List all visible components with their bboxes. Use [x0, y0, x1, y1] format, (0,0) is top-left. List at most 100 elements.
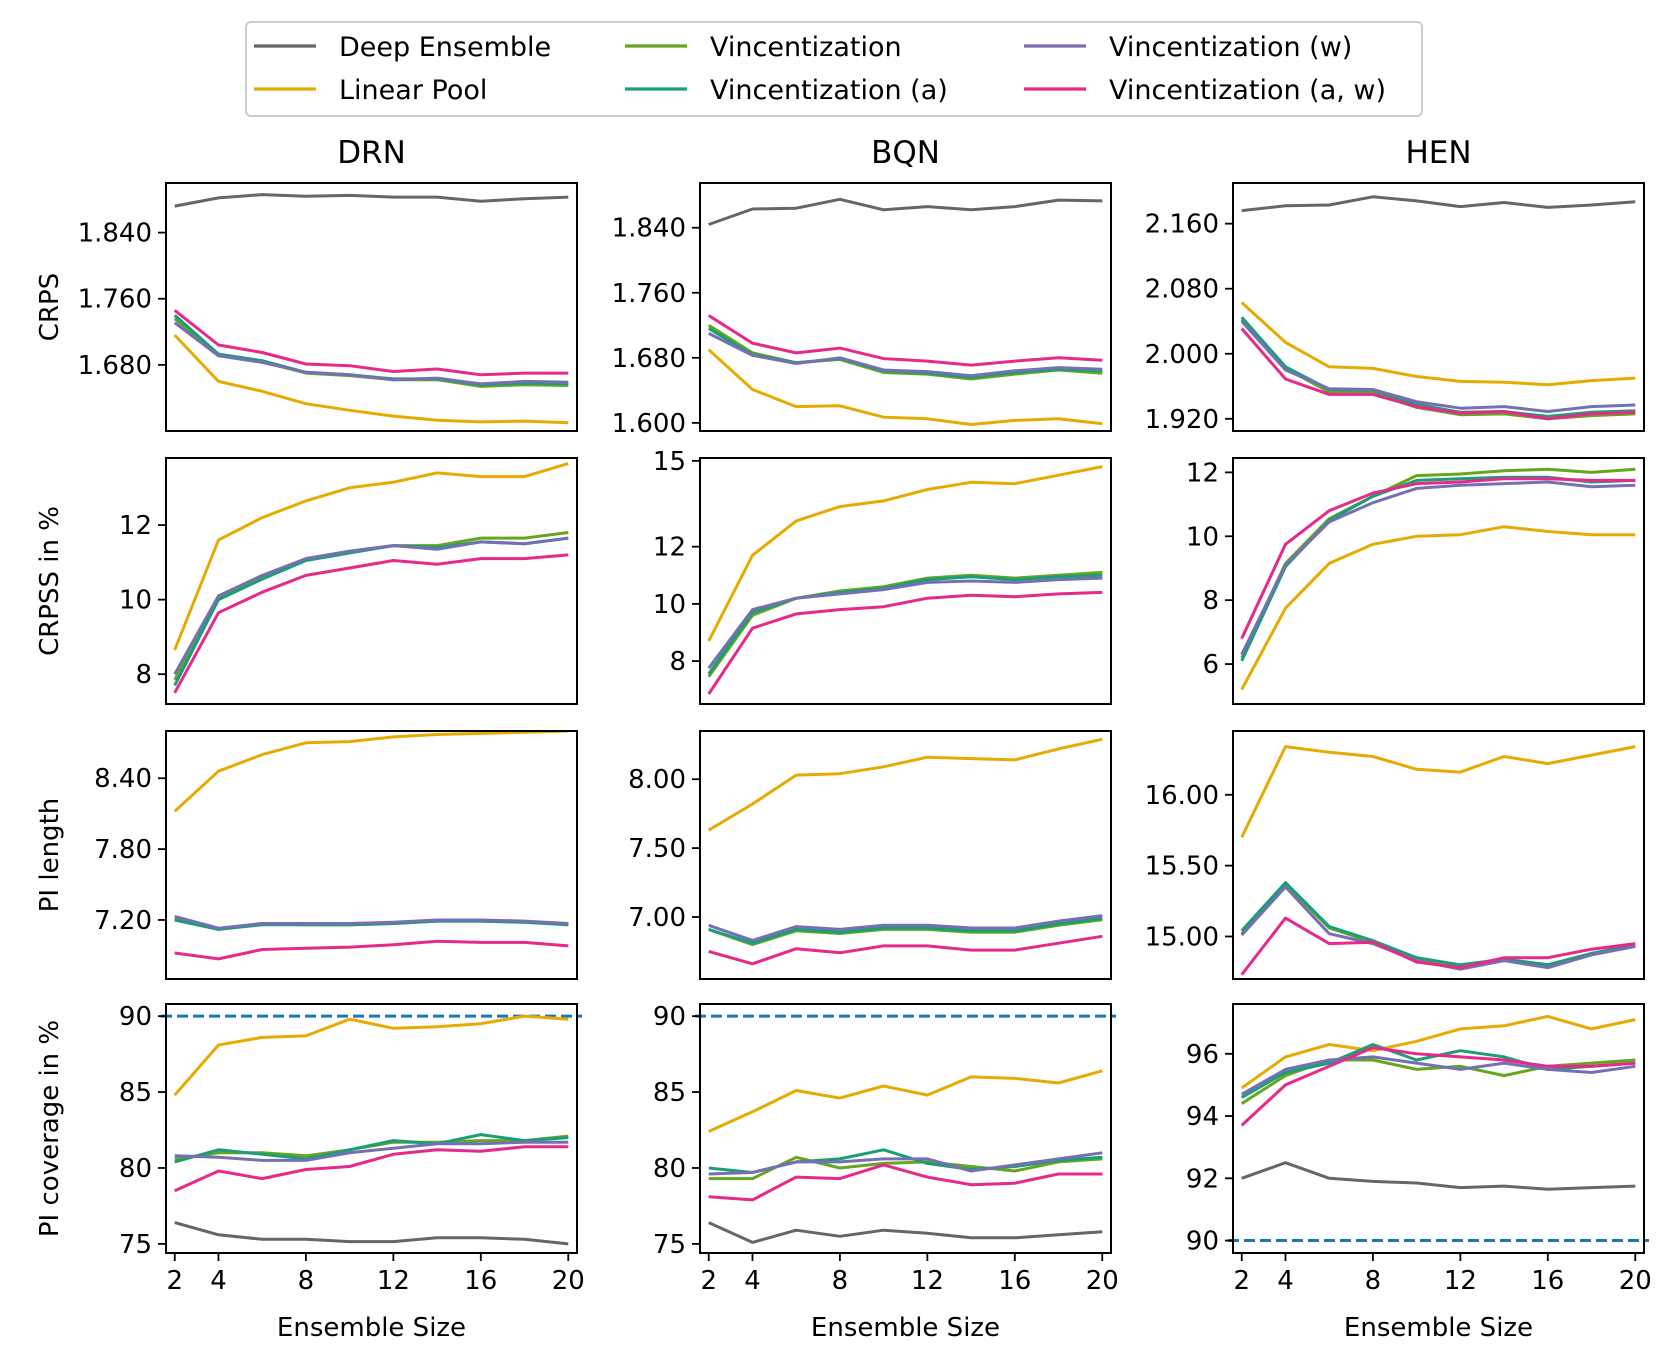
- series-line-vaw: [1240, 1046, 1636, 1127]
- x-tick-label: 12: [911, 1266, 944, 1296]
- series-line-vw: [708, 1151, 1103, 1176]
- x-axis-label-1: Ensemble Size: [811, 1313, 1000, 1343]
- y-tick-label: 75: [119, 1230, 152, 1260]
- series-line-vaw: [174, 1145, 569, 1193]
- series-line-lp: [1240, 525, 1636, 691]
- y-tick-label: 2.080: [1145, 275, 1219, 305]
- series-line-lp: [708, 1069, 1103, 1133]
- series-line-vw: [174, 1140, 569, 1162]
- x-tick-label: 8: [298, 1266, 315, 1296]
- series-line-vw: [707, 576, 1103, 670]
- series-line-lp: [707, 737, 1103, 832]
- panel-r2-c2: 15.00 15.50 16.00: [1145, 730, 1645, 980]
- series-line-vw: [1240, 320, 1636, 413]
- axes-frame: [1232, 730, 1645, 980]
- y-tick-label: 7.00: [628, 903, 686, 933]
- y-tick-label: 6: [1202, 650, 1219, 680]
- y-tick-label: 90: [653, 1002, 686, 1032]
- y-tick-label: 1.840: [78, 219, 152, 249]
- series-line-vw: [708, 914, 1103, 942]
- panel-r2-c1: 7.00 7.50 8.00: [628, 730, 1112, 980]
- y-tick-label: 2.000: [1145, 340, 1219, 370]
- y-tick-label: 10: [119, 586, 152, 616]
- series-line-vaw: [708, 934, 1103, 966]
- row-label-2: PI length: [35, 798, 65, 913]
- x-tick-label: 16: [464, 1266, 497, 1296]
- series-line-lp: [173, 731, 569, 813]
- series-line-va: [1240, 881, 1636, 967]
- axes-frame: [1232, 1003, 1645, 1254]
- panel-r2-c0: 7.20 7.80 8.40: [94, 730, 578, 980]
- row-label-3: PI coverage in %: [35, 1020, 65, 1237]
- x-tick-label: 4: [1277, 1266, 1294, 1296]
- x-axis-label-0: Ensemble Size: [277, 1313, 466, 1343]
- axes-frame: [699, 457, 1112, 705]
- y-tick-label: 8: [669, 647, 686, 677]
- series-line-de: [174, 1221, 569, 1246]
- panel-r0-c0: 1.680 1.760 1.840: [78, 182, 578, 432]
- axes-frame: [699, 1003, 1112, 1254]
- axes-frame: [165, 730, 578, 980]
- axes-frame: [1232, 182, 1645, 432]
- y-tick-label: 1.920: [1145, 405, 1219, 435]
- series-line-vaw: [707, 314, 1103, 367]
- y-tick-label: 85: [119, 1078, 152, 1108]
- y-tick-label: 1.840: [612, 214, 686, 244]
- series-line-lp: [173, 1014, 569, 1097]
- plot-area: DRN BQN HEN CRPS CRPSS in % PI length PI cover…: [35, 135, 1652, 1343]
- series-line-lp: [173, 462, 569, 651]
- legend: Deep Ensemble Linear Pool Vincentization Vi…: [245, 21, 1423, 117]
- series-line-vaw: [1240, 327, 1636, 421]
- x-axis-label-2: Ensemble Size: [1344, 1313, 1533, 1343]
- y-tick-label: 92: [1186, 1164, 1219, 1194]
- x-tick-label: 12: [377, 1266, 410, 1296]
- series-line-v: [1240, 467, 1636, 659]
- series-line-lp: [173, 334, 569, 425]
- y-tick-label: 7.50: [628, 834, 686, 864]
- y-tick-label: 7.20: [94, 906, 152, 936]
- series-line-de: [708, 197, 1103, 226]
- x-tick-label: 2: [166, 1266, 183, 1296]
- series-line-vaw: [173, 553, 569, 694]
- y-tick-label: 85: [653, 1078, 686, 1108]
- legend-label-lp: Linear Pool: [339, 75, 487, 106]
- panel-r3-c2: 90 92 94 96 2 4 8 12 16 20: [1186, 1003, 1652, 1296]
- series-line-lp: [1240, 301, 1636, 387]
- panel-r1-c1: 8 10 12 15: [653, 447, 1112, 705]
- series-line-de: [708, 1221, 1103, 1244]
- x-tick-label: 20: [1086, 1266, 1119, 1296]
- y-tick-label: 8: [1202, 586, 1219, 616]
- series-line-vw: [174, 914, 569, 930]
- y-tick-label: 90: [119, 1002, 152, 1032]
- series-line-va: [174, 1133, 569, 1164]
- series-line-lp: [1240, 745, 1636, 838]
- row-label-1: CRPSS in %: [35, 506, 65, 656]
- legend-label-vaw: Vincentization (a, w): [1109, 75, 1386, 106]
- y-tick-label: 80: [653, 1154, 686, 1184]
- legend-frame: [245, 21, 1423, 117]
- series-line-vaw: [1240, 916, 1636, 976]
- series-line-vaw: [174, 939, 569, 961]
- y-tick-label: 15: [653, 447, 686, 477]
- y-tick-label: 1.680: [78, 351, 152, 381]
- series-line-vw: [708, 332, 1103, 378]
- series-line-lp: [707, 348, 1103, 426]
- y-tick-label: 8.40: [94, 764, 152, 794]
- x-tick-label: 8: [832, 1266, 849, 1296]
- x-tick-label: 12: [1444, 1266, 1477, 1296]
- y-tick-label: 7.80: [94, 835, 152, 865]
- y-tick-label: 1.760: [612, 279, 686, 309]
- series-line-vw: [1240, 1055, 1636, 1096]
- x-tick-label: 2: [700, 1266, 717, 1296]
- y-tick-label: 8: [135, 660, 152, 690]
- axes-frame: [699, 730, 1112, 980]
- y-tick-label: 16.00: [1145, 781, 1219, 811]
- column-title-bqn: BQN: [871, 135, 940, 171]
- y-tick-label: 12: [1186, 458, 1219, 488]
- y-tick-label: 15.50: [1145, 852, 1219, 882]
- series-line-de: [1241, 1161, 1636, 1191]
- series-line-de: [174, 193, 569, 208]
- y-tick-label: 12: [119, 511, 152, 541]
- axes-frame: [165, 457, 578, 705]
